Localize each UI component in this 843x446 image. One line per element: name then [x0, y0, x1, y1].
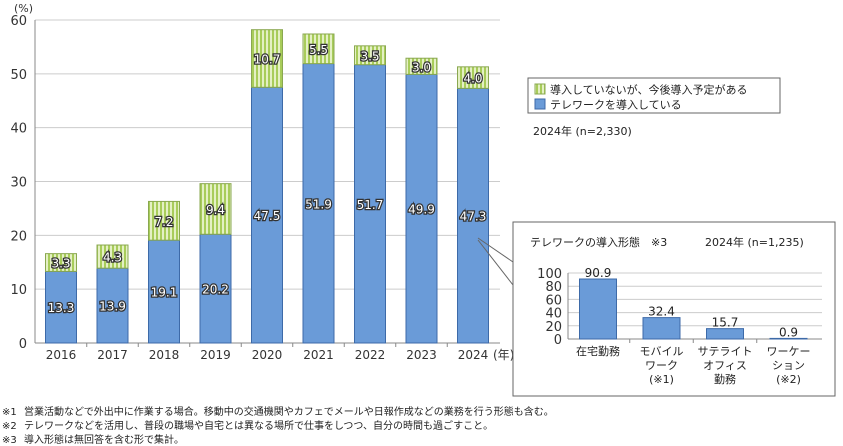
data-label: 10.7	[254, 52, 281, 66]
data-label: 5.5	[309, 43, 328, 57]
y-tick-label: 60	[545, 293, 562, 308]
bar-planned	[302, 33, 335, 65]
bar	[769, 337, 808, 340]
y-axis-label: (%)	[14, 2, 33, 15]
x-tick-label: (※2)	[776, 373, 801, 386]
data-label: 49.9	[408, 203, 435, 217]
legend-swatch	[534, 83, 546, 95]
x-tick-label: (※1)	[649, 373, 674, 386]
x-tick-label: 2021	[303, 348, 334, 362]
legend-swatch	[534, 98, 546, 110]
bar-adopted	[302, 63, 335, 344]
footnote-mark: ※2	[2, 421, 17, 432]
bar	[706, 328, 744, 340]
bar	[642, 317, 681, 340]
annotation: 2024年 (n=2,330)	[533, 124, 632, 138]
bar-adopted	[199, 233, 232, 344]
footnote-text: テレワークなどを活用し、普段の職場や自宅とは異なる場所で仕事をしつつ、自分の時間…	[24, 421, 494, 432]
bar-adopted	[457, 87, 489, 344]
y-tick-label: 20	[545, 320, 562, 335]
data-label: 15.7	[712, 316, 739, 330]
bar-adopted	[96, 267, 129, 344]
inset-box	[512, 221, 836, 397]
y-tick-label: 40	[545, 307, 562, 322]
x-tick-label: 2018	[149, 348, 180, 362]
callout-line	[477, 237, 514, 263]
bar-planned	[405, 57, 438, 75]
x-tick-label: 2016	[46, 348, 77, 362]
y-tick-label: 20	[10, 229, 27, 244]
y-tick-label: 80	[545, 280, 562, 295]
data-label: 47.3	[460, 210, 487, 224]
x-tick-label: 勤務	[714, 372, 736, 386]
data-label: 51.7	[357, 198, 384, 212]
x-tick-label: ション	[772, 359, 805, 372]
data-label: 13.3	[48, 301, 75, 315]
x-tick-label: 2022	[355, 348, 386, 362]
y-tick-label: 30	[10, 176, 27, 191]
bar-adopted	[148, 239, 180, 344]
legend	[527, 77, 781, 114]
data-label: 20.2	[202, 283, 229, 297]
footnote-text: 営業活動などで外出中に作業する場合。移動中の交通機関やカフェでメールや日報作成な…	[24, 407, 554, 418]
y-tick-label: 100	[537, 267, 562, 282]
x-tick-label: 在宅勤務	[576, 344, 620, 358]
bar-planned	[199, 183, 232, 235]
y-tick-label: 0	[554, 333, 562, 348]
data-label: 9.4	[206, 203, 225, 217]
data-label: 7.2	[154, 215, 173, 229]
bar-planned	[251, 29, 283, 88]
data-label: 32.4	[648, 305, 675, 319]
x-tick-label: ワーケー	[767, 345, 811, 358]
x-axis-unit: (年)	[493, 348, 514, 362]
data-label: 47.5	[254, 209, 281, 223]
data-label: 3.3	[51, 257, 70, 271]
x-tick-label: ワーク	[645, 359, 678, 372]
bar-planned	[457, 66, 489, 89]
data-label: 3.0	[412, 60, 431, 74]
inset-title: テレワークの導入形態 ※3	[530, 235, 667, 249]
footnote-text: 導入形態は無回答を含む形で集計。	[24, 435, 184, 446]
callout-line	[477, 239, 514, 286]
x-tick-label: 2023	[406, 348, 437, 362]
inset-subtitle: 2024年 (n=1,235)	[705, 235, 804, 249]
x-tick-label: モバイル	[640, 345, 684, 358]
bar-adopted	[45, 270, 77, 344]
footnote-1: ※1 営業活動などで外出中に作業する場合。移動中の交通機関やカフェでメールや日報作…	[2, 403, 554, 418]
y-tick-label: 50	[10, 68, 27, 83]
legend-label: 導入していないが、今後導入予定がある	[550, 83, 747, 97]
bar	[579, 278, 617, 340]
y-tick-label: 40	[10, 122, 27, 137]
bar-planned	[148, 200, 180, 241]
footnote-3: ※3 導入形態は無回答を含む形で集計。	[2, 431, 184, 446]
legend-label: テレワークを導入している	[550, 98, 682, 112]
y-tick-label: 10	[10, 283, 27, 298]
chart-area: 0102030405060(%)13.33.3201613.94.3201719…	[10, 2, 836, 397]
footnote-mark: ※1	[2, 407, 17, 418]
data-label: 0.9	[779, 325, 798, 339]
x-tick-label: オフィス	[703, 359, 747, 372]
data-label: 51.9	[305, 197, 332, 211]
data-label: 4.0	[463, 72, 482, 86]
footnote-2: ※2 テレワークなどを活用し、普段の職場や自宅とは異なる場所で仕事をしつつ、自分の…	[2, 417, 493, 432]
x-tick-label: 2020	[252, 348, 283, 362]
data-label: 13.9	[99, 300, 126, 314]
footnote-mark: ※3	[2, 435, 17, 446]
bar-planned	[45, 253, 77, 272]
bar-planned	[96, 244, 129, 269]
x-tick-label: 2019	[200, 348, 231, 362]
x-tick-label: 2024	[458, 348, 489, 362]
data-label: 3.5	[360, 49, 379, 63]
x-tick-label: サテライト	[698, 345, 753, 358]
data-label: 19.1	[151, 286, 178, 300]
bar-adopted	[354, 64, 386, 344]
bar-planned	[354, 45, 386, 66]
y-tick-label: 0	[19, 337, 27, 352]
x-tick-label: 2017	[97, 348, 128, 362]
y-tick-label: 60	[10, 14, 27, 29]
data-label: 4.3	[103, 251, 122, 265]
data-label: 90.9	[585, 266, 612, 280]
